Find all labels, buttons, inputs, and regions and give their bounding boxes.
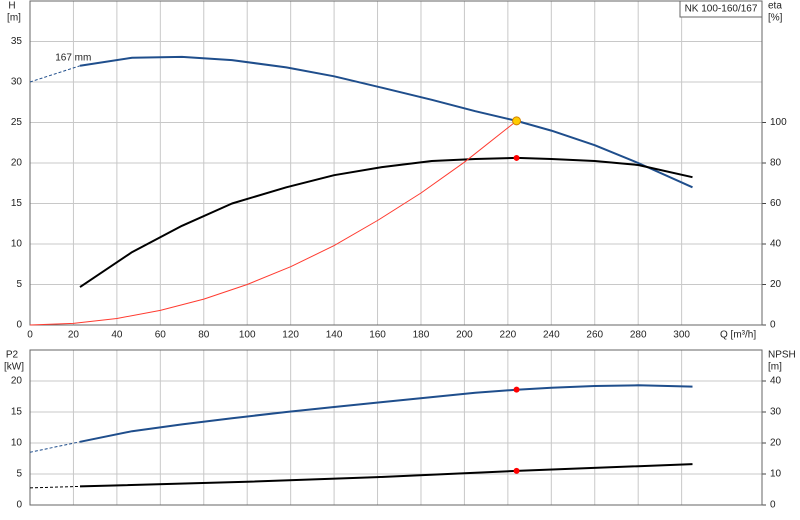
y2-tick-label: 0 [770, 500, 776, 511]
y-tick-label: 35 [11, 36, 23, 47]
title-box [679, 0, 763, 18]
y-tick-label: 20 [11, 158, 23, 169]
x-tick-label: 180 [413, 330, 430, 341]
y2-tick-label: 40 [770, 239, 782, 250]
curve [29, 441, 81, 453]
x-tick-label: 140 [326, 330, 343, 341]
y-axis-unit: [kW] [4, 362, 24, 373]
duty-point [513, 154, 520, 161]
curve [29, 120, 517, 326]
curve [79, 463, 693, 488]
x-axis-label: Q [m³/h] [720, 330, 756, 341]
y-tick-label: 15 [11, 407, 23, 418]
y2-axis-unit: [m] [768, 362, 782, 373]
y2-axis-label: NPSH [768, 350, 796, 361]
x-tick-label: 20 [68, 330, 80, 341]
y-axis-label: P2 [6, 350, 19, 361]
y-tick-label: 0 [16, 500, 22, 511]
y-tick-label: 10 [11, 239, 23, 250]
y-tick-label: 30 [11, 77, 23, 88]
y2-tick-label: 80 [770, 158, 782, 169]
duty-point [513, 467, 520, 474]
curve [29, 65, 81, 83]
y-tick-label: 15 [11, 198, 23, 209]
plot-frame [29, 349, 763, 506]
y-axis-unit: [m] [7, 13, 21, 24]
x-tick-label: 0 [27, 330, 33, 341]
x-tick-label: 40 [111, 330, 123, 341]
x-tick-label: 120 [282, 330, 299, 341]
y-axis-label: H [8, 1, 15, 12]
y2-tick-label: 20 [770, 438, 782, 449]
x-tick-label: 80 [198, 330, 210, 341]
y2-tick-label: 100 [770, 117, 787, 128]
chart-title: NK 100-160/167 [685, 4, 758, 15]
y-tick-label: 5 [16, 469, 22, 480]
y2-tick-label: 30 [770, 407, 782, 418]
y2-axis-unit: [%] [768, 13, 783, 24]
x-tick-label: 280 [630, 330, 647, 341]
y2-tick-label: 20 [770, 279, 782, 290]
y2-tick-label: 10 [770, 469, 782, 480]
x-tick-label: 100 [239, 330, 256, 341]
y-tick-label: 0 [16, 320, 22, 331]
y-tick-label: 25 [11, 117, 23, 128]
y-tick-label: 10 [11, 438, 23, 449]
x-tick-label: 200 [456, 330, 473, 341]
curve [29, 485, 81, 489]
curve [79, 156, 693, 288]
plot-frame [29, 0, 763, 326]
y-tick-label: 20 [11, 376, 23, 387]
y2-tick-label: 0 [770, 320, 776, 331]
duty-point [513, 386, 520, 393]
x-tick-label: 300 [673, 330, 690, 341]
duty-point [512, 116, 522, 126]
x-tick-label: 260 [586, 330, 603, 341]
y2-axis-label: eta [768, 1, 782, 12]
y2-tick-label: 60 [770, 198, 782, 209]
y-tick-label: 5 [16, 279, 22, 290]
curve [79, 55, 693, 189]
x-tick-label: 220 [500, 330, 517, 341]
curve [79, 384, 693, 443]
annotation: 167 mm [55, 52, 91, 63]
x-tick-label: 160 [369, 330, 386, 341]
x-tick-label: 240 [543, 330, 560, 341]
y2-tick-label: 40 [770, 376, 782, 387]
x-tick-label: 60 [155, 330, 167, 341]
